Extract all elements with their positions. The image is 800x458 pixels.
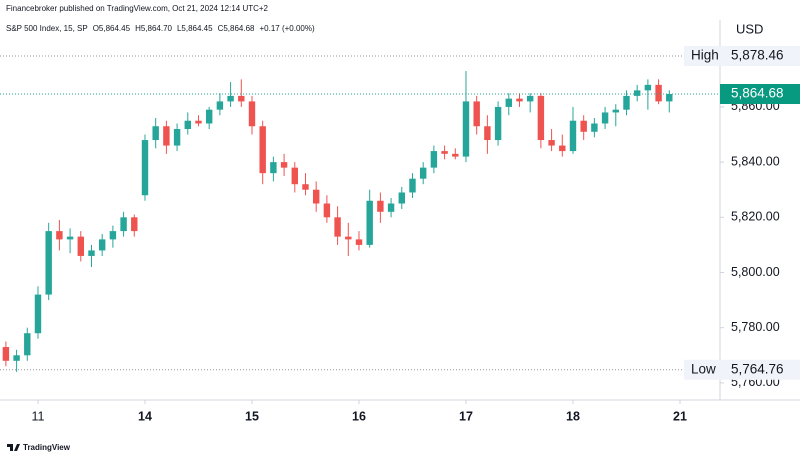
candle-body xyxy=(473,101,480,127)
candle-body xyxy=(580,120,587,132)
logo-icon xyxy=(7,444,20,451)
candle-body xyxy=(259,126,266,174)
y-tick-label: 5,780.00 xyxy=(731,320,780,334)
candle-body xyxy=(238,95,245,102)
x-tick-label: 16 xyxy=(352,409,366,423)
candle-body xyxy=(345,236,352,240)
candle-body xyxy=(505,98,512,107)
candle-body xyxy=(152,126,159,141)
candle-body xyxy=(66,236,74,240)
brand: TradingView xyxy=(23,443,71,452)
x-tick-label: 15 xyxy=(245,409,259,423)
candle-body xyxy=(88,250,95,256)
candle-body xyxy=(77,236,84,256)
candle-body xyxy=(559,145,566,152)
candle-body xyxy=(227,95,234,102)
y-tick-label: 5,800.00 xyxy=(731,265,780,279)
candle-body xyxy=(184,120,191,130)
last-price-box xyxy=(720,84,800,105)
candle-body xyxy=(377,200,384,212)
candle-body xyxy=(494,106,502,141)
low-marker-name: Low xyxy=(691,361,716,376)
y-tick-label: 5,820.00 xyxy=(731,210,780,224)
candle-body xyxy=(612,109,619,113)
candle-body xyxy=(270,162,277,174)
candle-body xyxy=(13,355,20,361)
candle-body xyxy=(569,120,577,152)
candle-body xyxy=(355,239,363,245)
candle-body xyxy=(312,189,320,204)
candle-body xyxy=(398,192,405,204)
candle-body xyxy=(141,140,149,196)
candle-body xyxy=(334,217,341,237)
candle-body xyxy=(120,217,127,232)
publisher: Financebroker published on TradingView.c… xyxy=(6,4,269,13)
candle-body xyxy=(56,231,63,240)
candle-body xyxy=(537,95,545,141)
y-tick-label: 5,840.00 xyxy=(731,154,780,168)
x-tick-label: 11 xyxy=(31,409,44,423)
candle-body xyxy=(601,112,609,124)
low-marker-box xyxy=(684,359,800,380)
candle-body xyxy=(591,123,598,132)
legend-text: C5,864.68 xyxy=(218,24,255,33)
candle-body xyxy=(409,178,416,193)
candle-body xyxy=(195,120,202,124)
candles xyxy=(2,71,673,372)
x-tick-label: 17 xyxy=(459,409,473,423)
candle-body xyxy=(163,126,170,146)
candle-body xyxy=(419,167,427,179)
candle-body xyxy=(24,333,31,356)
candle-body xyxy=(548,140,555,146)
candle-body xyxy=(205,109,213,124)
candle-body xyxy=(216,101,224,110)
legend-text: H5,864.70 xyxy=(135,24,172,33)
candle-body xyxy=(34,294,42,334)
candle-body xyxy=(248,101,256,127)
candle-body xyxy=(633,90,641,96)
candle-body xyxy=(98,239,106,251)
high-marker-name: High xyxy=(691,48,719,63)
candle-body xyxy=(644,84,652,91)
candle-body xyxy=(387,203,395,212)
candle-body xyxy=(109,231,117,240)
candle-body xyxy=(131,217,138,232)
x-tick-label: 18 xyxy=(566,409,580,423)
x-tick-label: 21 xyxy=(673,409,687,423)
candle-body xyxy=(2,347,10,361)
candle-body xyxy=(323,203,331,218)
high-marker-label: 5,878.46 xyxy=(731,48,784,63)
low-marker-label: 5,764.76 xyxy=(731,361,784,376)
candle-body xyxy=(45,231,52,295)
candle-body xyxy=(655,84,662,102)
candle-body xyxy=(430,151,438,168)
candle-body xyxy=(516,98,523,102)
currency: USD xyxy=(736,21,763,36)
candle-body xyxy=(666,94,673,102)
candle-body xyxy=(173,129,181,146)
last-price-label: 5,864.68 xyxy=(731,86,784,101)
x-tick-label: 14 xyxy=(138,409,152,423)
candle-body xyxy=(441,151,448,154)
high-marker-box xyxy=(684,45,800,66)
candle-body xyxy=(526,95,534,102)
candle-body xyxy=(623,95,630,110)
legend-text: S&P 500 Index, 15, SP xyxy=(6,24,88,33)
footer-logo: TradingView xyxy=(7,443,71,452)
candle-body xyxy=(280,162,288,168)
candle-body xyxy=(462,101,470,157)
candle-body xyxy=(302,184,309,190)
candle-body xyxy=(452,153,459,157)
legend-text: +0.17 (+0.00%) xyxy=(260,24,315,33)
candle-body xyxy=(366,200,373,245)
legend-text: O5,864.45 xyxy=(93,24,131,33)
legend-text: L5,864.45 xyxy=(177,24,213,33)
candle-body xyxy=(291,167,298,185)
candle-body xyxy=(484,126,491,141)
